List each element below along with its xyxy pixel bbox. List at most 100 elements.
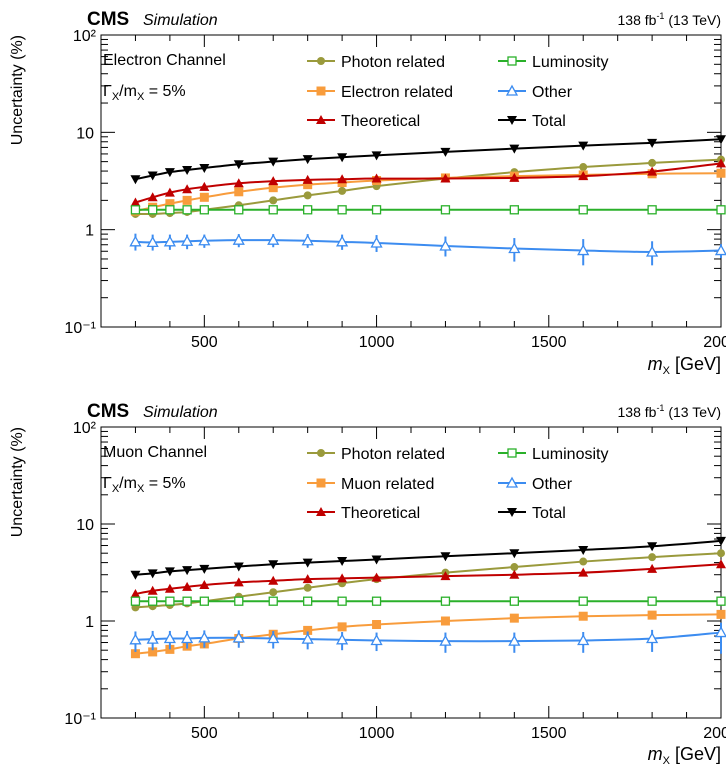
data-point [303,625,313,635]
data-point [301,234,314,246]
width-m: /m [119,475,137,492]
x-tick-label: 2000 [703,334,726,351]
legend-entry: Electron related [307,84,453,101]
series-other [129,233,726,266]
data-point [130,596,141,606]
data-point [181,234,194,246]
data-point [148,205,158,215]
y-tick-label: 1 [85,223,94,240]
data-point [578,545,589,555]
legend-entry: Other [498,476,573,493]
series-line [135,552,722,609]
data-point [302,174,313,184]
x-tick-label: 500 [191,334,218,351]
width-sub-1: X [112,483,120,495]
data-point [199,205,209,215]
data-point [129,633,142,645]
cms-label: CMS [87,9,129,30]
data-point [647,542,658,552]
x-tick-label: 1500 [531,725,567,742]
series-luminosity [130,205,726,215]
data-point [647,138,658,148]
width-gamma: Γ [103,475,112,492]
data-point [164,567,175,577]
data-point [301,632,314,644]
lumi-sup: -1 [656,403,664,413]
x-tick-label: 2000 [703,725,726,742]
x-tick-label: 1000 [359,334,395,351]
legend-entry: Muon related [307,476,434,493]
data-point [510,563,519,572]
x-axis-label: mX [GeV] [648,744,721,764]
data-point [199,192,209,202]
data-point [646,632,659,644]
data-point [647,610,657,620]
data-point [647,205,657,215]
data-point [338,186,347,195]
data-point [147,585,158,595]
data-point [716,559,726,569]
width-label: ΓX/mX = 5% [103,475,186,495]
data-point [130,649,140,659]
width-sub-2: X [137,483,145,495]
x-axis-label: mX [GeV] [648,354,721,377]
data-point [509,549,520,559]
data-point [165,205,175,215]
legend-label: Theoretical [341,113,420,130]
data-point [268,596,278,606]
data-point [337,557,348,567]
data-point [199,181,210,191]
lumi-label: 138 fb-1 (13 TeV) [618,403,722,420]
data-point [371,173,382,183]
data-point [647,596,657,606]
data-point [182,205,192,215]
data-point [268,560,279,570]
legend-marker [507,448,517,458]
data-point [509,569,520,579]
data-point [336,633,349,645]
data-point [182,166,193,176]
x-tick-label: 1000 [359,725,395,742]
legend-entry: Theoretical [307,505,420,522]
electron-channel-panel: 500 1000 1500 2000 10⁻¹ 1 10 10² Uncertainty (%)… [9,9,726,377]
series-luminosity [130,596,726,606]
legend-label: Electron related [341,84,453,101]
data-point [182,195,192,205]
data-point [716,158,726,168]
legend-entry: Luminosity [498,54,608,71]
x-axis-label-m: m [648,354,663,374]
legend-marker [316,507,326,516]
data-point [130,197,141,207]
data-point [578,611,588,621]
legend-entry: Total [498,505,566,522]
series-theoretical [130,559,726,598]
data-point [182,596,192,606]
data-point [509,205,519,215]
data-point [647,563,658,573]
series-total [130,135,726,185]
legend-label: Photon related [341,54,445,71]
lumi-value: 138 fb [618,12,657,28]
series-line [135,563,722,595]
data-point [716,205,726,215]
data-point [233,160,244,170]
simulation-label: Simulation [143,404,218,421]
data-point [269,588,278,597]
data-point [268,176,279,186]
data-point [232,233,245,245]
data-point [716,168,726,178]
data-point [646,245,659,257]
data-point [302,558,313,568]
series-other [129,622,726,654]
data-point [147,569,158,579]
y-tick-label: 10 [76,125,94,142]
data-point [165,596,175,606]
series-line [135,158,722,216]
data-point [717,549,725,558]
data-point [199,164,210,174]
data-point [509,596,519,606]
data-point [147,192,158,202]
data-point [371,572,382,582]
data-point [233,562,244,572]
